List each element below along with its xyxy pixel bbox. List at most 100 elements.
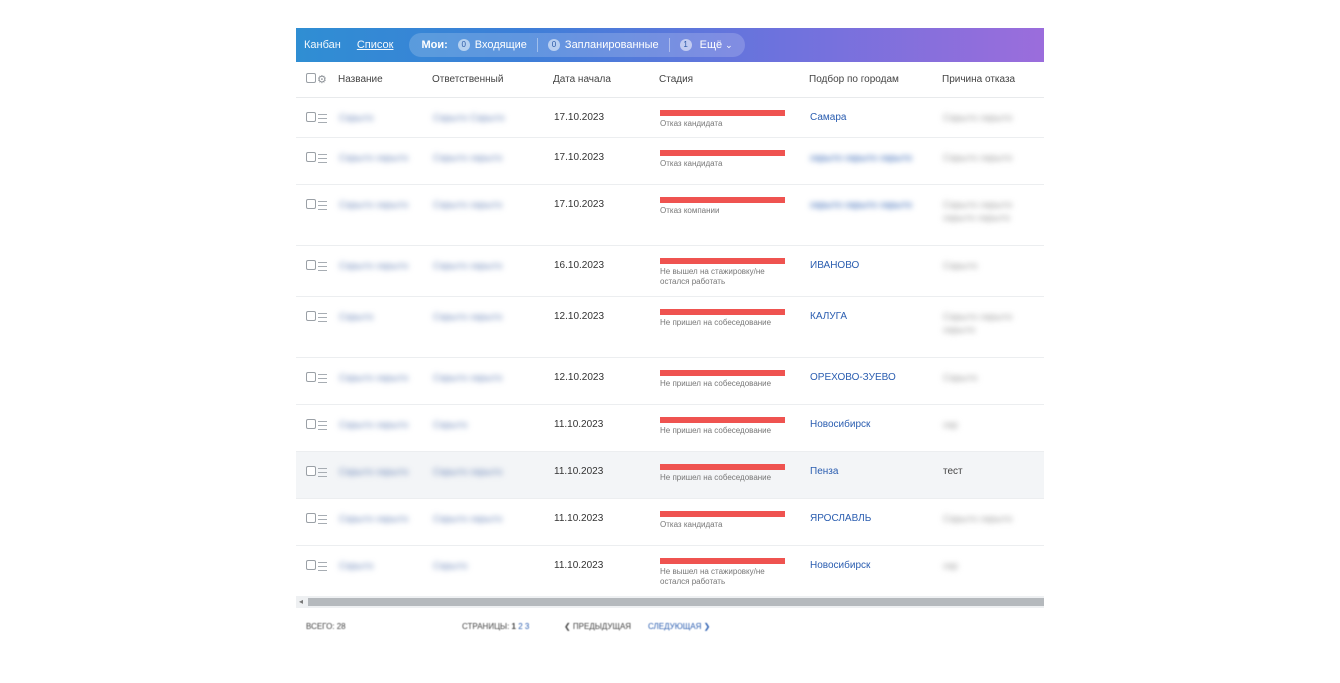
stage-bar[interactable] (660, 370, 785, 376)
crm-list-panel: Канбан Список Мои: 0 Входящие 0 Запланир… (296, 28, 1044, 632)
planned-counter[interactable]: 0 Запланированные (547, 39, 659, 51)
responsible-name[interactable]: Скрыто скрыто (433, 261, 503, 272)
city-value[interactable]: Новосибирск (810, 419, 871, 430)
row-menu-icon[interactable] (318, 114, 327, 123)
deal-name[interactable]: Скрыто скрыто (339, 514, 409, 525)
stage-bar[interactable] (660, 258, 785, 264)
deal-name[interactable]: Скрыто (339, 561, 374, 572)
table-row[interactable]: Скрыто Скрыто Скрыто 17.10.2023 Отказ канди… (296, 97, 1044, 138)
prev-page-link[interactable]: ❮ ПРЕДЫДУЩАЯ (564, 622, 632, 631)
stage-label: Отказ кандидата (660, 159, 723, 168)
stage-bar[interactable] (660, 417, 785, 423)
stage-label: Не пришел на собеседование (660, 473, 772, 482)
stage-bar[interactable] (660, 110, 785, 116)
gear-icon[interactable]: ⚙ (317, 74, 327, 86)
table-row[interactable]: Скрыто скрыто Скрыто скрыто 11.10.2023 Отка… (296, 498, 1044, 546)
table-row[interactable]: Скрыто скрыто Скрыто 11.10.2023 Не пришел н… (296, 404, 1044, 452)
row-checkbox[interactable] (306, 419, 316, 429)
incoming-counter[interactable]: 0 Входящие (457, 39, 527, 51)
row-menu-icon[interactable] (318, 374, 327, 383)
deal-name[interactable]: Скрыто (339, 312, 374, 323)
stage-bar[interactable] (660, 309, 785, 315)
scrollbar-thumb[interactable] (308, 598, 1044, 606)
row-menu-icon[interactable] (318, 562, 327, 571)
tab-kanban[interactable]: Канбан (304, 39, 341, 51)
responsible-name[interactable]: Скрыто Скрыто (433, 113, 505, 124)
stage-bar[interactable] (660, 197, 785, 203)
col-responsible[interactable]: Ответственный (432, 62, 553, 98)
deal-name[interactable]: Скрыто (339, 113, 374, 124)
deal-name[interactable]: Скрыто скрыто (339, 420, 409, 431)
start-date: 11.10.2023 (554, 513, 604, 524)
page-3[interactable]: 3 (524, 622, 530, 631)
table-row[interactable]: Скрыто скрыто Скрыто скрыто 17.10.2023 Отка… (296, 184, 1044, 246)
planned-badge: 0 (547, 39, 560, 51)
city-value[interactable]: скрыто скрыто скрыто (810, 153, 913, 164)
col-name[interactable]: Название (338, 62, 432, 98)
responsible-name[interactable]: Скрыто скрыто (433, 200, 503, 211)
horizontal-scrollbar[interactable]: ◂ (296, 596, 1044, 608)
row-menu-icon[interactable] (318, 468, 327, 477)
row-checkbox[interactable] (306, 513, 316, 523)
table-row[interactable]: Скрыто Скрыто скрыто 12.10.2023 Не пришел н… (296, 296, 1044, 358)
stage-bar[interactable] (660, 511, 785, 517)
table-row[interactable]: Скрыто Скрыто 11.10.2023 Не вышел на стажир… (296, 545, 1044, 597)
city-value[interactable]: скрыто скрыто скрыто (810, 200, 913, 211)
deal-name[interactable]: Скрыто скрыто (339, 200, 409, 211)
table-row[interactable]: Скрыто скрыто Скрыто скрыто 17.10.2023 Отка… (296, 137, 1044, 185)
city-value[interactable]: КАЛУГА (810, 311, 848, 322)
col-stage[interactable]: Стадия (659, 62, 809, 98)
page-2[interactable]: 2 (518, 622, 523, 631)
stage-bar[interactable] (660, 150, 785, 156)
table-row[interactable]: Скрыто скрыто Скрыто скрыто 12.10.2023 Не п… (296, 357, 1044, 405)
table-row[interactable]: Скрыто скрыто Скрыто скрыто 11.10.2023 Не п… (296, 451, 1044, 499)
responsible-name[interactable]: Скрыто скрыто (433, 153, 503, 164)
start-date: 17.10.2023 (554, 199, 605, 210)
row-checkbox[interactable] (306, 199, 316, 209)
row-menu-icon[interactable] (318, 515, 327, 524)
stage-bar[interactable] (660, 464, 785, 470)
city-value[interactable]: Самара (810, 112, 847, 123)
select-all-checkbox[interactable] (306, 73, 316, 83)
reason-value: тест (943, 466, 963, 477)
more-dropdown[interactable]: 1 Ещё ⌄ (679, 39, 733, 51)
start-date: 12.10.2023 (554, 372, 605, 383)
responsible-name[interactable]: Скрыто скрыто (433, 467, 503, 478)
row-menu-icon[interactable] (318, 201, 327, 210)
stage-bar[interactable] (660, 558, 785, 564)
row-menu-icon[interactable] (318, 262, 327, 271)
row-menu-icon[interactable] (318, 421, 327, 430)
deal-name[interactable]: Скрыто скрыто (339, 261, 409, 272)
col-city[interactable]: Подбор по городам (809, 62, 942, 98)
row-checkbox[interactable] (306, 466, 316, 476)
tab-list[interactable]: Список (356, 39, 394, 51)
start-date: 17.10.2023 (554, 112, 605, 123)
page-1[interactable]: 1 (511, 622, 516, 631)
responsible-name[interactable]: Скрыто (433, 561, 468, 572)
responsible-name[interactable]: Скрыто (433, 420, 468, 431)
city-value[interactable]: ОРЕХОВО-ЗУЕВО (810, 372, 896, 383)
city-value[interactable]: Пенза (810, 466, 839, 477)
col-start-date[interactable]: Дата начала (553, 62, 659, 98)
row-checkbox[interactable] (306, 260, 316, 270)
row-checkbox[interactable] (306, 152, 316, 162)
table-row[interactable]: Скрыто скрыто Скрыто скрыто 16.10.2023 Не в… (296, 245, 1044, 297)
row-checkbox[interactable] (306, 311, 316, 321)
deal-name[interactable]: Скрыто скрыто (339, 153, 409, 164)
deal-name[interactable]: Скрыто скрыто (339, 373, 409, 384)
city-value[interactable]: ИВАНОВО (810, 260, 860, 271)
responsible-name[interactable]: Скрыто скрыто (433, 373, 503, 384)
city-value[interactable]: Новосибирск (810, 560, 871, 571)
row-menu-icon[interactable] (318, 313, 327, 322)
row-checkbox[interactable] (306, 560, 316, 570)
city-value[interactable]: ЯРОСЛАВЛЬ (810, 513, 872, 524)
row-checkbox[interactable] (306, 112, 316, 122)
responsible-name[interactable]: Скрыто скрыто (433, 514, 503, 525)
scroll-left-icon[interactable]: ◂ (299, 597, 304, 606)
row-checkbox[interactable] (306, 372, 316, 382)
col-reason[interactable]: Причина отказа (942, 62, 1044, 98)
responsible-name[interactable]: Скрыто скрыто (433, 312, 503, 323)
deal-name[interactable]: Скрыто скрыто (339, 467, 409, 478)
next-page-link[interactable]: СЛЕДУЮЩАЯ ❯ (648, 622, 711, 631)
row-menu-icon[interactable] (318, 154, 327, 163)
